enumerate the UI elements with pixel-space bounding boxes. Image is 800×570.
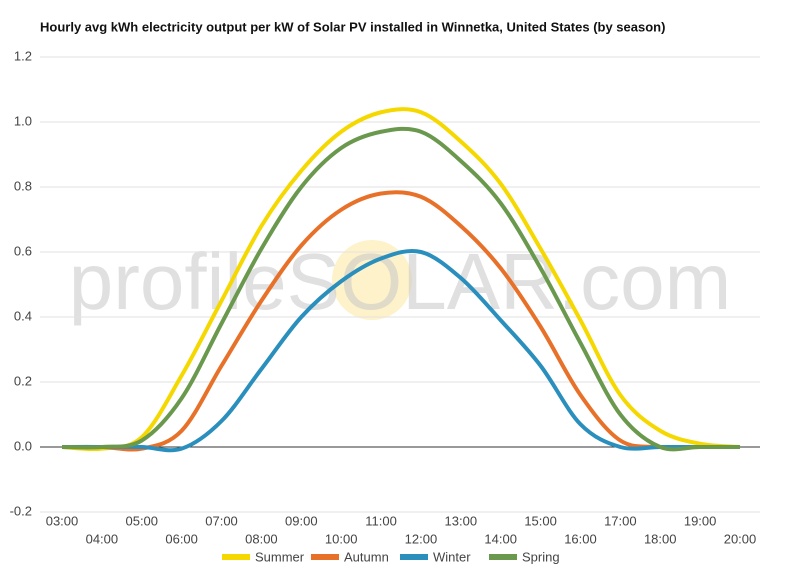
x-tick-label: 11:00	[365, 513, 397, 528]
x-tick-label: 16:00	[564, 531, 597, 546]
y-tick-label: 0.8	[14, 178, 32, 193]
y-tick-label: 1.2	[14, 48, 32, 63]
y-tick-label: 0.2	[14, 373, 32, 388]
y-tick-label: 1.0	[14, 113, 32, 128]
x-tick-label: 09:00	[285, 513, 318, 528]
x-tick-label: 03:00	[46, 513, 79, 528]
series-line	[62, 248, 740, 453]
legend-label: Winter	[433, 549, 471, 564]
legend-swatch	[222, 554, 250, 560]
x-tick-label: 17:00	[604, 513, 637, 528]
x-tick-label: 07:00	[205, 513, 238, 528]
x-tick-label: 15:00	[524, 513, 557, 528]
legend-swatch	[400, 554, 428, 560]
legend-swatch	[489, 554, 517, 560]
y-tick-label: 0.6	[14, 243, 32, 258]
x-tick-label: 06:00	[165, 531, 198, 546]
x-tick-label: 08:00	[245, 531, 278, 546]
x-tick-label: 14:00	[484, 531, 517, 546]
x-tick-label: 04:00	[86, 531, 119, 546]
x-tick-label: 13:00	[445, 513, 478, 528]
series-line	[61, 190, 740, 452]
legend-label: Autumn	[344, 549, 389, 564]
series-line	[61, 107, 741, 452]
chart-title: Hourly avg kWh electricity output per kW…	[40, 19, 665, 34]
y-tick-label: -0.2	[10, 503, 32, 518]
x-tick-label: 12:00	[405, 531, 438, 546]
x-tick-label: 10:00	[325, 531, 358, 546]
x-tick-label: 19:00	[684, 513, 717, 528]
x-tick-label: 05:00	[125, 513, 158, 528]
x-tick-label: 18:00	[644, 531, 677, 546]
series-line	[61, 126, 740, 452]
legend-label: Spring	[522, 549, 560, 564]
x-tick-label: 20:00	[724, 531, 757, 546]
legend-label: Summer	[255, 549, 305, 564]
y-tick-label: 0.0	[14, 438, 32, 453]
legend-swatch	[311, 554, 339, 560]
watermark-sun	[332, 240, 412, 320]
y-tick-label: 0.4	[14, 308, 32, 323]
